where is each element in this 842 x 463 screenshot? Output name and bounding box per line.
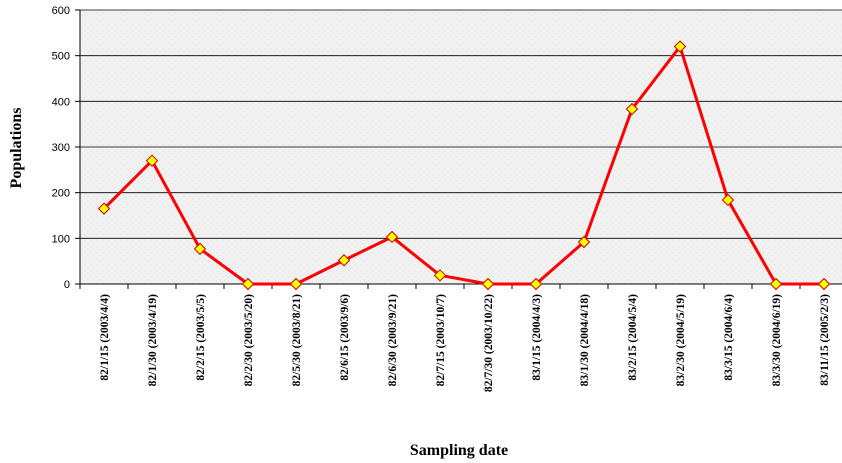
y-tick-label: 100	[52, 233, 70, 245]
data-point-marker	[481, 277, 495, 291]
data-point-marker	[625, 102, 639, 116]
x-tick-label: 83/1/30 (2004/4/18)	[579, 294, 591, 386]
data-point-marker	[193, 242, 207, 256]
data-point-marker	[433, 269, 447, 282]
x-tick-label: 82/1/15 (2003/4/4)	[99, 294, 111, 381]
x-tick-label: 83/1/15 (2004/4/3)	[531, 294, 543, 381]
x-tick-label: 82/6/30 (2003/9/21)	[387, 294, 399, 386]
x-tick-label: 83/11/15 (2005/2/3)	[819, 294, 831, 386]
x-tick-label: 82/2/30 (2003/5/20)	[243, 294, 255, 386]
data-point-marker	[289, 277, 303, 291]
y-tick-label: 400	[52, 96, 70, 108]
x-tick-label: 82/6/15 (2003/9/6)	[339, 294, 351, 381]
y-tick-label: 500	[52, 51, 70, 63]
series-line	[102, 45, 824, 286]
x-tick-label: 83/3/30 (2004/6/19)	[771, 294, 783, 386]
data-point-marker	[337, 254, 351, 267]
data-point-marker	[529, 277, 543, 291]
x-tick-label: 82/2/15 (2003/5/5)	[195, 294, 207, 381]
x-tick-label: 82/7/15 (2003/10/7)	[435, 294, 447, 386]
x-tick-label: 82/7/30 (2003/10/22)	[483, 294, 495, 392]
data-point-marker	[817, 277, 831, 291]
x-tick-label: 82/1/30 (2003/4/19)	[147, 294, 159, 386]
data-point-marker	[97, 202, 111, 215]
y-tick-label: 0	[64, 279, 70, 291]
x-axis-title: Sampling date	[410, 442, 508, 459]
y-tick-label: 200	[52, 188, 70, 200]
data-point-marker	[673, 40, 687, 53]
data-point-marker	[241, 277, 255, 291]
data-point-marker	[769, 277, 783, 291]
x-tick-label: 83/2/15 (2004/5/4)	[627, 294, 639, 381]
data-point-marker	[385, 230, 399, 244]
data-point-marker	[145, 154, 159, 167]
data-point-marker	[577, 235, 591, 249]
x-tick-label: 82/5/30 (2003/8/21)	[291, 294, 303, 386]
y-tick-label: 300	[52, 142, 70, 154]
y-axis-title: Populations	[8, 108, 25, 189]
x-tick-label: 83/2/30 (2004/5/19)	[675, 294, 687, 386]
x-tick-label: 83/3/15 (2004/6/4)	[723, 294, 735, 381]
y-tick-label: 600	[52, 5, 70, 17]
data-point-marker	[721, 193, 735, 207]
